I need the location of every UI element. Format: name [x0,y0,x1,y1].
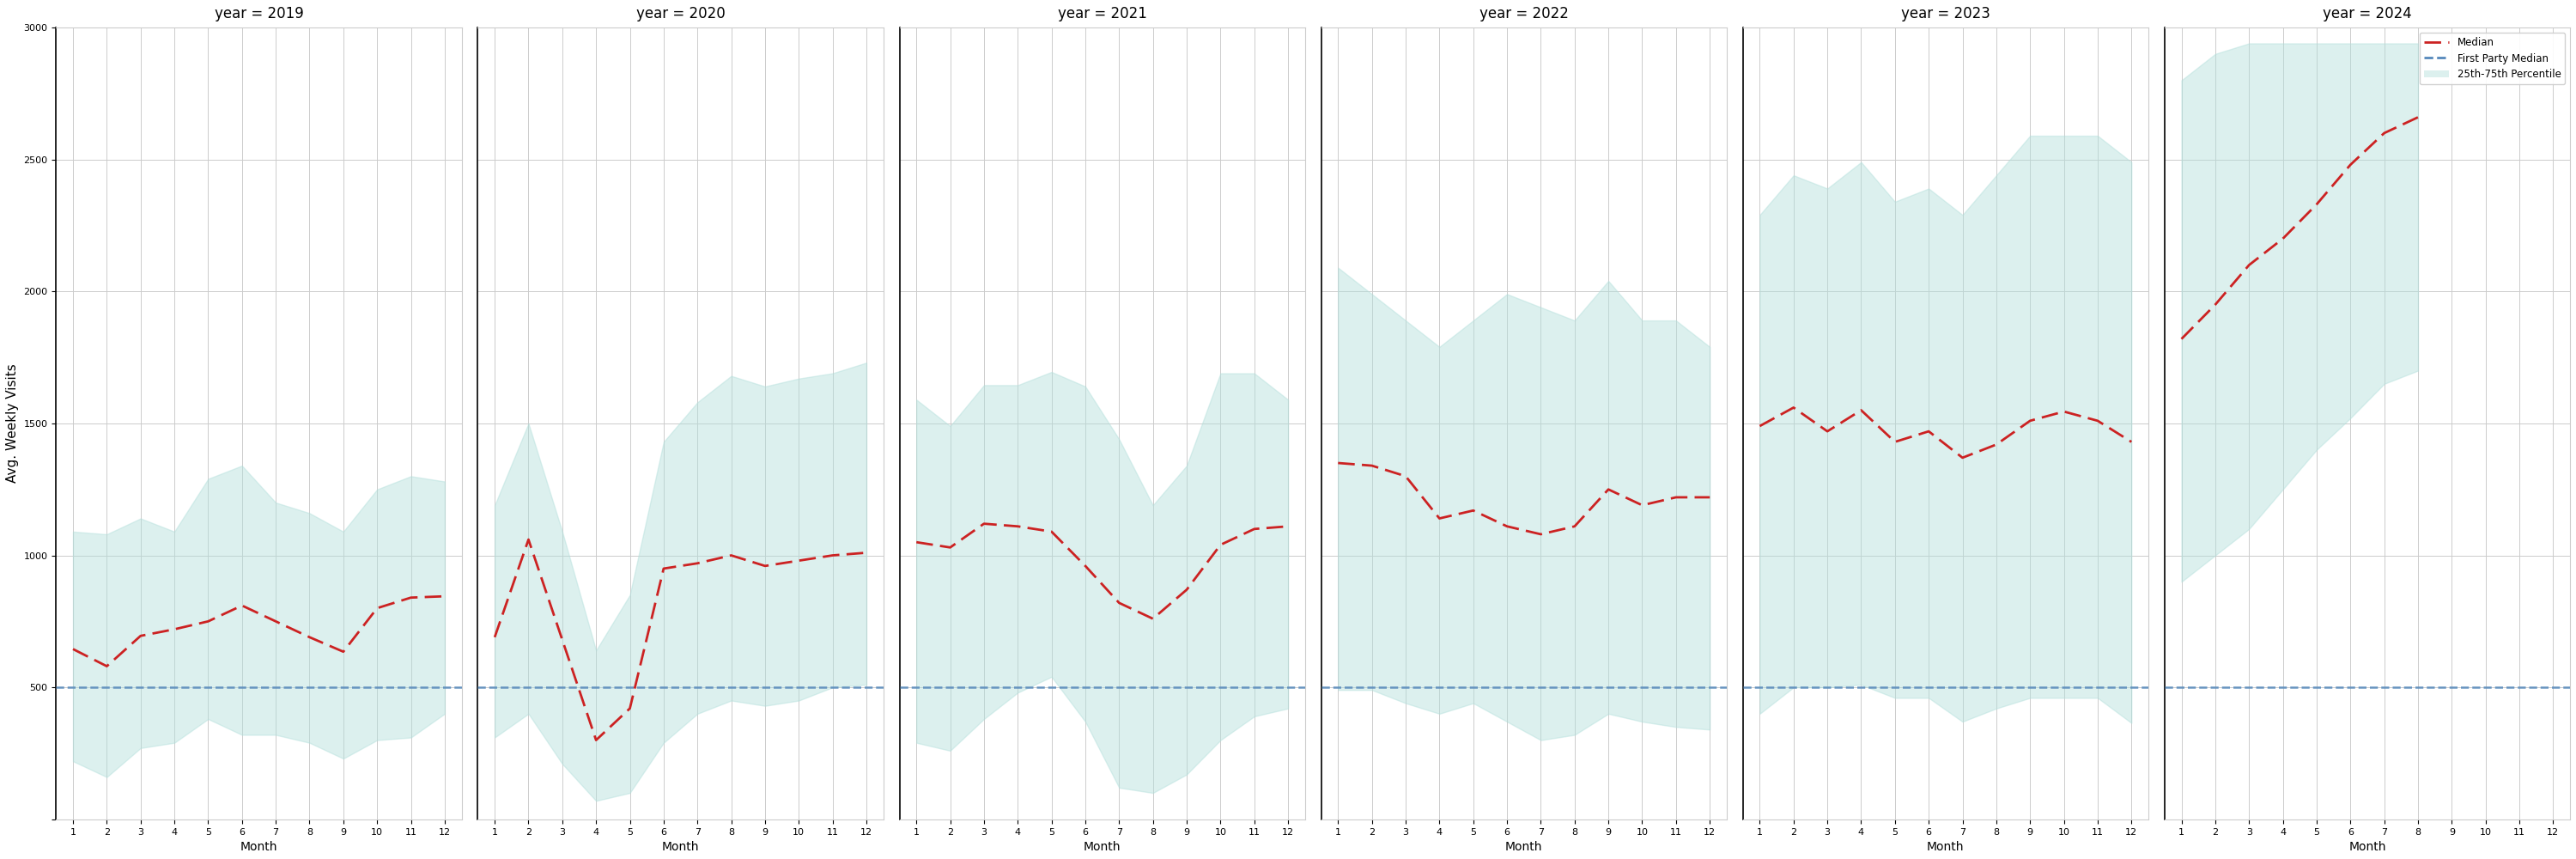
Y-axis label: Avg. Weekly Visits: Avg. Weekly Visits [5,364,18,483]
X-axis label: Month: Month [1084,841,1121,853]
Title: year = 2022: year = 2022 [1479,6,1569,21]
Title: year = 2021: year = 2021 [1059,6,1146,21]
Title: year = 2023: year = 2023 [1901,6,1991,21]
X-axis label: Month: Month [1927,841,1965,853]
X-axis label: Month: Month [662,841,698,853]
X-axis label: Month: Month [1504,841,1543,853]
Title: year = 2024: year = 2024 [2324,6,2411,21]
Title: year = 2020: year = 2020 [636,6,724,21]
Title: year = 2019: year = 2019 [214,6,304,21]
X-axis label: Month: Month [240,841,278,853]
Legend: Median, First Party Median, 25th-75th Percentile: Median, First Party Median, 25th-75th Pe… [2419,33,2566,84]
X-axis label: Month: Month [2349,841,2385,853]
